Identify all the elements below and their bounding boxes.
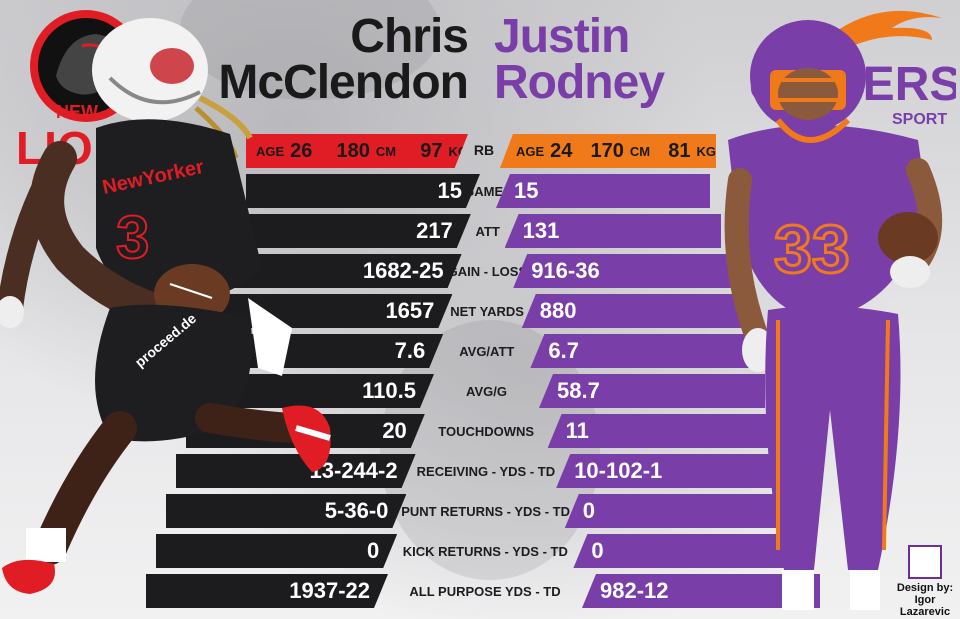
left-height: 180 — [336, 139, 370, 162]
right-stat-bar: 880 — [521, 294, 743, 328]
left-age: 26 — [290, 139, 313, 162]
left-player-name: Chris McClendon — [218, 10, 469, 109]
credit-line2: Igor Lazarevic — [899, 594, 951, 618]
left-player-photo: NewYorker 3 proceed.de — [0, 18, 331, 594]
right-stat-bar: 15 — [496, 174, 710, 208]
left-age-label: AGE — [256, 143, 285, 159]
stat-label: RECEIVING - YDS - TD — [416, 463, 556, 479]
right-stat-bar: 0 — [573, 534, 809, 568]
lions-logo-top-text: NEW — [56, 102, 98, 122]
right-stat-bar: 916-36 — [513, 254, 732, 288]
left-info-bar: AGE 26 180 CM 97 KG — [246, 134, 468, 168]
right-stat-bar: 982-12 — [582, 574, 820, 608]
right-stat-bar: 131 — [504, 214, 721, 248]
left-height-unit: CM — [375, 143, 397, 159]
stat-label: AVG/ATT — [459, 343, 515, 359]
right-age-label: AGE — [516, 143, 545, 159]
left-stat-bar: 217 — [236, 214, 471, 248]
right-weight-unit: KG — [696, 143, 716, 159]
right-player-photo: 33 — [724, 20, 943, 610]
left-stat-bar: 1682-25 — [226, 254, 462, 288]
stat-label: PUNT RETURNS - YDS - TD — [401, 503, 570, 519]
left-last-name: McClendon — [218, 56, 469, 109]
stat-label: GAMES — [464, 183, 512, 199]
right-height-unit: CM — [629, 143, 651, 159]
left-stat-bar: 0 — [156, 534, 397, 568]
stat-label: ATT — [475, 223, 500, 239]
left-stat-bar: 1937-22 — [146, 574, 388, 608]
right-last-name: Rodney — [494, 56, 665, 109]
credit-line1: Design by: — [896, 582, 954, 594]
right-stat-bar: 11 — [547, 414, 776, 448]
right-info-bar: AGE 24 170 CM 81 KG — [500, 134, 716, 168]
universe-logo-sub: SPORT — [892, 111, 947, 128]
left-stat-bar: 15 — [246, 174, 480, 208]
right-stat-bar: 6.7 — [530, 334, 754, 368]
right-age: 24 — [550, 139, 573, 162]
right-player-name: Justin Rodney — [494, 10, 665, 109]
svg-text:3: 3 — [116, 204, 149, 271]
left-weight: 97 — [420, 139, 443, 162]
right-stat-bar: 10-102-1 — [556, 454, 787, 488]
designer-badge-icon — [908, 545, 942, 579]
stat-label: ALL PURPOSE YDS - TD — [409, 583, 561, 599]
right-stat-bar: 0 — [564, 494, 798, 528]
design-credit: Design by: Igor Lazarevic — [890, 582, 960, 618]
stat-label: GAIN - LOSS — [447, 263, 528, 279]
stat-label: AVG/G — [466, 383, 507, 399]
right-weight: 81 — [668, 139, 691, 162]
right-stat-bar: 58.7 — [539, 374, 765, 408]
stat-label: KICK RETURNS - YDS - TD — [402, 543, 568, 559]
left-first-name: Chris — [350, 10, 469, 63]
stat-label: TOUCHDOWNS — [438, 423, 535, 439]
right-first-name: Justin — [494, 10, 630, 63]
right-height: 170 — [590, 139, 624, 162]
position-label: RB — [473, 142, 495, 158]
right-jersey-number: 33 — [774, 211, 850, 287]
stat-label: NET YARDS — [450, 303, 524, 319]
left-stat-bar: 5-36-0 — [166, 494, 406, 528]
